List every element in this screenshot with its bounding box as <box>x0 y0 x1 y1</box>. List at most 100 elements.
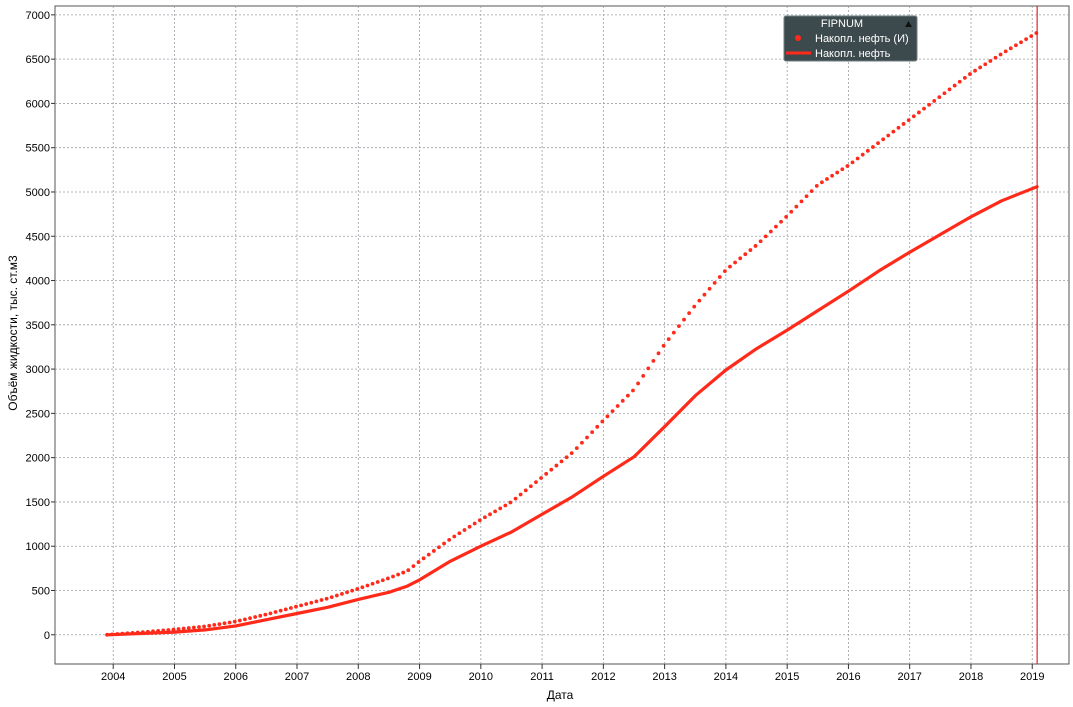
y-tick-label: 1000 <box>26 541 50 553</box>
observed-point <box>947 87 952 92</box>
observed-point <box>232 619 237 624</box>
observed-point <box>186 626 191 630</box>
observed-point <box>278 608 283 613</box>
x-axis-ticks: 2004 2005 2006 2007 2008 2009 2010 2011 2012 2013… <box>101 664 1044 683</box>
observed-point <box>385 576 390 581</box>
observed-point <box>636 381 640 386</box>
observed-point <box>916 110 921 115</box>
observed-point <box>758 239 763 244</box>
observed-point <box>202 624 206 629</box>
observed-point <box>651 358 656 363</box>
observed-point <box>661 343 666 348</box>
observed-point <box>334 593 339 598</box>
observed-point <box>585 435 589 440</box>
observed-point <box>927 102 932 107</box>
observed-point <box>876 141 880 146</box>
observed-point <box>518 492 523 497</box>
observed-point <box>442 541 446 546</box>
observed-point <box>600 419 605 424</box>
x-tick-label: 2014 <box>714 671 738 683</box>
observed-point <box>830 173 834 178</box>
observed-point <box>539 476 543 480</box>
y-tick-label: 5000 <box>26 187 50 199</box>
x-tick-label: 2005 <box>162 671 186 683</box>
plot-area <box>54 5 1070 665</box>
observed-point <box>406 568 411 573</box>
observed-point <box>794 204 799 209</box>
observed-point <box>799 199 804 204</box>
observed-point <box>906 118 911 123</box>
observed-point <box>728 264 732 269</box>
observed-point <box>768 229 773 234</box>
observed-point <box>243 617 247 622</box>
x-tick-label: 2012 <box>591 671 615 683</box>
observed-point <box>299 603 303 608</box>
observed-point <box>411 564 416 569</box>
legend-collapse-icon[interactable] <box>905 21 912 27</box>
observed-point <box>401 570 406 575</box>
y-axis-label: Объём жидкости, тыс. ст.м3 <box>6 255 20 411</box>
observed-point <box>712 280 717 285</box>
x-tick-label: 2008 <box>346 671 370 683</box>
observed-point <box>850 160 855 165</box>
observed-point <box>365 583 370 588</box>
observed-point <box>988 59 993 63</box>
observed-point <box>421 556 426 561</box>
observed-point <box>968 72 972 76</box>
observed-point <box>804 194 809 199</box>
observed-point <box>957 79 962 84</box>
observed-point <box>472 521 477 526</box>
observed-point <box>477 518 482 523</box>
legend[interactable]: FIPNUM Накопл. нефть (И) Накопл. нефть <box>783 15 918 62</box>
observed-point <box>911 114 916 119</box>
observed-point <box>682 317 686 322</box>
observed-point <box>615 404 620 408</box>
x-tick-label: 2013 <box>652 671 676 683</box>
observed-point <box>1003 49 1008 54</box>
grid <box>55 6 1069 664</box>
observed-point <box>370 581 375 586</box>
x-tick-label: 2010 <box>469 671 493 683</box>
observed-point <box>656 351 661 356</box>
observed-point <box>452 534 457 539</box>
observed-point <box>717 275 722 279</box>
observed-point <box>176 627 181 631</box>
observed-point <box>462 528 467 532</box>
observed-point <box>329 595 334 600</box>
observed-point <box>998 52 1003 57</box>
observed-point <box>319 598 324 602</box>
observed-point <box>722 269 727 273</box>
observed-point <box>345 590 349 595</box>
observed-point <box>687 311 692 316</box>
observed-point <box>983 62 988 67</box>
observed-point <box>814 184 819 188</box>
x-tick-label: 2009 <box>407 671 431 683</box>
x-tick-label: 2018 <box>959 671 983 683</box>
observed-point <box>860 152 865 157</box>
observed-point <box>314 599 319 604</box>
observed-point <box>457 531 462 536</box>
x-tick-label: 2019 <box>1020 671 1044 683</box>
observed-point <box>937 95 942 99</box>
observed-point <box>677 324 681 329</box>
observed-point <box>258 613 263 618</box>
observed-point <box>498 506 503 511</box>
observed-point <box>294 604 298 609</box>
observed-point <box>380 578 385 583</box>
y-tick-label: 0 <box>44 630 50 642</box>
observed-point <box>932 99 937 103</box>
observed-point <box>191 625 196 630</box>
observed-point <box>483 515 487 520</box>
observed-point <box>625 393 630 398</box>
observed-point <box>197 625 201 629</box>
x-tick-label: 2004 <box>101 671 125 683</box>
observed-point <box>845 164 850 168</box>
y-tick-label: 3000 <box>26 364 50 376</box>
observed-point <box>212 623 217 627</box>
observed-point <box>871 145 875 149</box>
observed-point <box>748 248 753 252</box>
observed-point <box>181 626 186 631</box>
observed-point <box>273 610 278 614</box>
y-tick-label: 3500 <box>26 320 50 332</box>
observed-point <box>549 467 554 472</box>
